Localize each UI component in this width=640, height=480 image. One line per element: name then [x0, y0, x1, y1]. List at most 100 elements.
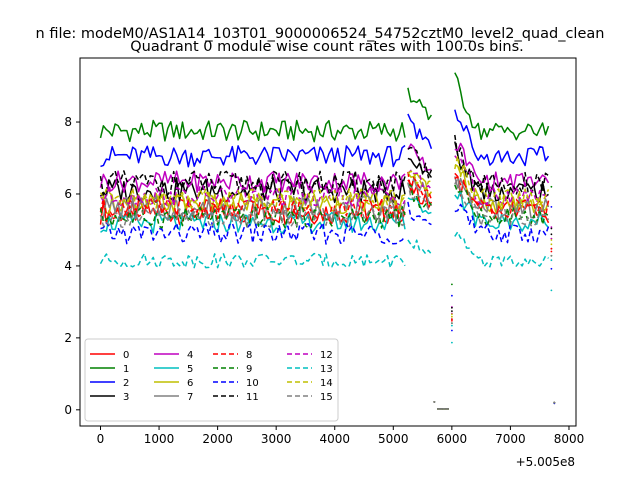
series-1-point: [451, 283, 453, 286]
series-5-point: [451, 324, 453, 327]
series-9-line: [407, 183, 432, 209]
series-13-line: [407, 239, 432, 255]
series-9-line: [99, 205, 406, 229]
series-11-point: [451, 306, 453, 309]
y-tick-label: 0: [64, 403, 72, 417]
legend-label-0: 0: [123, 350, 129, 361]
legend-label-2: 2: [123, 378, 129, 389]
series-7-line: [407, 177, 433, 207]
y-tick-label: 6: [64, 187, 72, 201]
series-8-line: [454, 175, 550, 219]
series-6-line: [407, 171, 433, 197]
x-tick-label: 5000: [378, 432, 409, 446]
legend-label-4: 4: [187, 350, 193, 361]
series-14-point: [550, 239, 553, 241]
x-tick-label: 3000: [261, 432, 292, 446]
series-14-point: [451, 313, 453, 316]
series-15-point: [451, 322, 453, 325]
legend-label-3: 3: [123, 392, 129, 403]
series-2-line: [100, 144, 406, 168]
series-14-line: [100, 187, 406, 210]
series-8-line: [99, 196, 406, 220]
legend-label-15: 15: [320, 392, 333, 403]
series-2-line: [454, 109, 550, 167]
series-15-point: [550, 254, 553, 257]
legend-label-11: 11: [246, 392, 259, 403]
x-axis-offset-label: +5.005e8: [516, 455, 575, 469]
series-13-point: [451, 341, 453, 344]
x-tick-label: 2000: [202, 432, 233, 446]
series-6-point: [550, 243, 553, 246]
series-layer: [99, 72, 556, 410]
legend-label-13: 13: [320, 364, 333, 375]
series-15-line: [99, 205, 406, 229]
series-3-line: [407, 157, 433, 178]
series-10-line: [454, 203, 550, 244]
series-9-line: [454, 184, 549, 228]
series-13-line: [99, 252, 406, 269]
series-2-point: [451, 294, 453, 297]
x-tick-label: 0: [97, 432, 105, 446]
legend-label-10: 10: [246, 378, 259, 389]
series-1-line: [99, 119, 406, 143]
series-4-point: [550, 226, 553, 229]
series-15-line: [454, 177, 550, 227]
series-8-line: [407, 171, 433, 200]
series-11-line: [99, 169, 406, 197]
legend-label-9: 9: [246, 364, 252, 375]
legend-frame: [84, 338, 339, 422]
x-tick-label: 8000: [554, 432, 585, 446]
x-axis: 0 1000 2000 3000 4000 5000 6000 7000 8000: [97, 426, 585, 446]
figure-suptitle: n file: modeM0/AS1A14_103T01_9000006524_…: [36, 26, 605, 42]
series-10-point: [451, 329, 453, 332]
series-15-line: [407, 182, 432, 210]
series-11-line: [407, 146, 433, 179]
series-8-point: [550, 247, 553, 250]
series-8-point: [451, 318, 453, 321]
y-tick-label: 2: [64, 331, 72, 345]
legend-label-7: 7: [187, 392, 193, 403]
series-2-point: [550, 206, 553, 208]
x-tick-label: 4000: [319, 432, 350, 446]
series-5-line: [100, 211, 406, 235]
y-tick-label: 4: [64, 259, 72, 273]
y-tick-label: 8: [64, 115, 72, 129]
series-12-line: [407, 169, 432, 190]
series-15-point: [553, 401, 556, 404]
series-10-point: [550, 267, 553, 270]
legend-label-14: 14: [320, 378, 333, 389]
legend-label-8: 8: [246, 350, 252, 361]
legend-label-6: 6: [187, 378, 193, 389]
y-axis: 0 2 4 6 8: [64, 115, 80, 417]
x-tick-label: 6000: [437, 432, 468, 446]
series-12-point: [550, 237, 553, 240]
series-6-point: [451, 315, 453, 318]
series-3-point: [550, 233, 553, 236]
legend-label-5: 5: [187, 364, 193, 375]
series-1-line: [407, 87, 433, 121]
series-0-point: [550, 250, 553, 253]
series-2-line: [407, 113, 433, 149]
series-14-line: [454, 155, 550, 208]
series-0-point: [451, 319, 453, 322]
x-tick-label: 7000: [495, 432, 526, 446]
series-11-point: [550, 227, 553, 230]
series-13-point: [550, 289, 553, 292]
legend-label-12: 12: [320, 350, 333, 361]
series-14-line: [407, 170, 432, 190]
x-tick-label: 1000: [144, 432, 175, 446]
chart-title: Quadrant 0 module wise count rates with …: [130, 39, 524, 55]
series-1-point: [550, 185, 553, 188]
series-3-point: [451, 310, 453, 312]
axes-frame: [79, 57, 577, 427]
series-13-line: [454, 231, 549, 268]
series-10-line: [407, 201, 432, 226]
series-11-line: [454, 134, 549, 195]
series-10-line: [100, 222, 406, 245]
series-1-line: [454, 72, 550, 141]
legend-label-1: 1: [123, 364, 129, 375]
series-5-point: [550, 259, 553, 262]
series-15-point: [433, 401, 436, 403]
